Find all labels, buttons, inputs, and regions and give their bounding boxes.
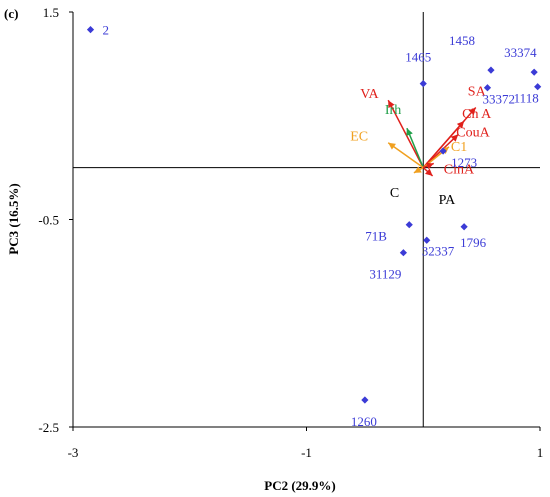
score-point-label: 33372 xyxy=(482,92,515,107)
vector-label: SA xyxy=(468,84,487,99)
vector-label: VA xyxy=(360,87,379,102)
x-axis-title: PC2 (29.9%) xyxy=(264,478,336,493)
score-point-marker xyxy=(439,147,447,155)
score-point-label: 1273 xyxy=(451,155,477,170)
score-point-marker xyxy=(419,79,427,88)
tick-labels: -3 -1 1 -2.5 -0.5 1.5 xyxy=(38,5,543,460)
y-tick-label: -2.5 xyxy=(38,420,59,435)
score-point-label: 2 xyxy=(103,23,110,38)
vector-label: Irh xyxy=(385,103,401,118)
vector-arrowhead xyxy=(388,100,395,109)
score-point-label: 1458 xyxy=(449,33,475,48)
vector-line xyxy=(406,127,424,168)
score-point-label: 31129 xyxy=(369,267,401,282)
vector-arrowhead xyxy=(388,142,396,150)
score-point-label: 1465 xyxy=(405,50,431,65)
score-point-marker xyxy=(86,26,95,34)
y-tick-label: 1.5 xyxy=(43,5,59,20)
score-point-label: 71B xyxy=(365,229,387,244)
axes-frame xyxy=(72,12,540,428)
vector-line xyxy=(387,142,424,169)
origin-lines xyxy=(73,12,540,427)
vector-label: Ch A xyxy=(462,107,492,122)
x-tick-label: -1 xyxy=(301,445,312,460)
score-point-marker xyxy=(487,66,495,74)
score-point-marker xyxy=(405,221,413,229)
panel-label: (c) xyxy=(4,6,18,21)
vector-arrowhead xyxy=(413,166,422,173)
score-point-marker xyxy=(460,223,468,231)
vector-label: CouA xyxy=(456,125,490,140)
score-point-marker xyxy=(530,68,538,76)
vector-arrowhead xyxy=(450,134,459,142)
vector-arrowhead xyxy=(468,107,476,116)
score-point-label: 1796 xyxy=(460,235,487,250)
score-point-marker xyxy=(534,83,542,91)
vector-line xyxy=(422,120,465,169)
score-point-marker xyxy=(361,396,369,404)
score-point-label: 1118 xyxy=(514,91,539,106)
vector-arrowhead xyxy=(456,120,465,129)
vector-label: CinA xyxy=(444,162,475,177)
y-tick-label: -0.5 xyxy=(38,213,59,228)
vector-label: EC xyxy=(350,130,368,145)
score-point-marker xyxy=(423,236,431,244)
score-point-label: 33374 xyxy=(504,45,537,60)
score-point-marker xyxy=(483,84,492,92)
vector-label: C1 xyxy=(451,140,467,155)
score-point-label: 1260 xyxy=(351,414,377,429)
vector-arrowhead xyxy=(406,128,413,137)
x-tick-label: -3 xyxy=(68,445,79,460)
score-point-marker xyxy=(399,249,408,257)
vector-line xyxy=(387,99,424,168)
y-axis-title: PC3 (16.5%) xyxy=(6,183,21,255)
vector-arrowhead xyxy=(425,162,434,170)
vector-arrowhead xyxy=(425,168,433,176)
x-tick-label: 1 xyxy=(537,445,544,460)
vector-label: C xyxy=(390,186,399,201)
vector-label: PA xyxy=(439,193,457,208)
score-point-label: 32337 xyxy=(422,243,455,258)
